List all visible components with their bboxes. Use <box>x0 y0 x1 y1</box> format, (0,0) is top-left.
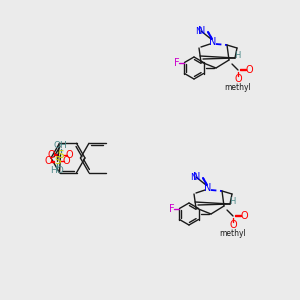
Text: OH: OH <box>54 141 68 150</box>
Text: N: N <box>204 183 212 193</box>
Text: S: S <box>57 150 64 160</box>
Text: methyl: methyl <box>220 229 246 238</box>
Text: H: H <box>229 197 235 206</box>
Text: S: S <box>54 156 61 166</box>
Text: N: N <box>195 26 201 35</box>
Text: O: O <box>63 156 70 166</box>
Text: O: O <box>240 211 248 221</box>
Text: N: N <box>198 26 206 36</box>
Text: methyl: methyl <box>225 82 251 91</box>
Text: O: O <box>245 65 253 75</box>
Text: O: O <box>45 156 52 166</box>
Text: N: N <box>190 172 196 182</box>
Text: O: O <box>66 150 73 160</box>
Text: O: O <box>234 74 242 84</box>
Text: O: O <box>48 150 55 160</box>
Text: N: N <box>209 37 217 47</box>
Text: N: N <box>193 172 201 182</box>
Text: H: H <box>234 52 240 61</box>
Text: F: F <box>169 203 174 214</box>
Text: O: O <box>229 220 237 230</box>
Text: F: F <box>174 58 179 68</box>
Text: HO: HO <box>51 166 64 175</box>
